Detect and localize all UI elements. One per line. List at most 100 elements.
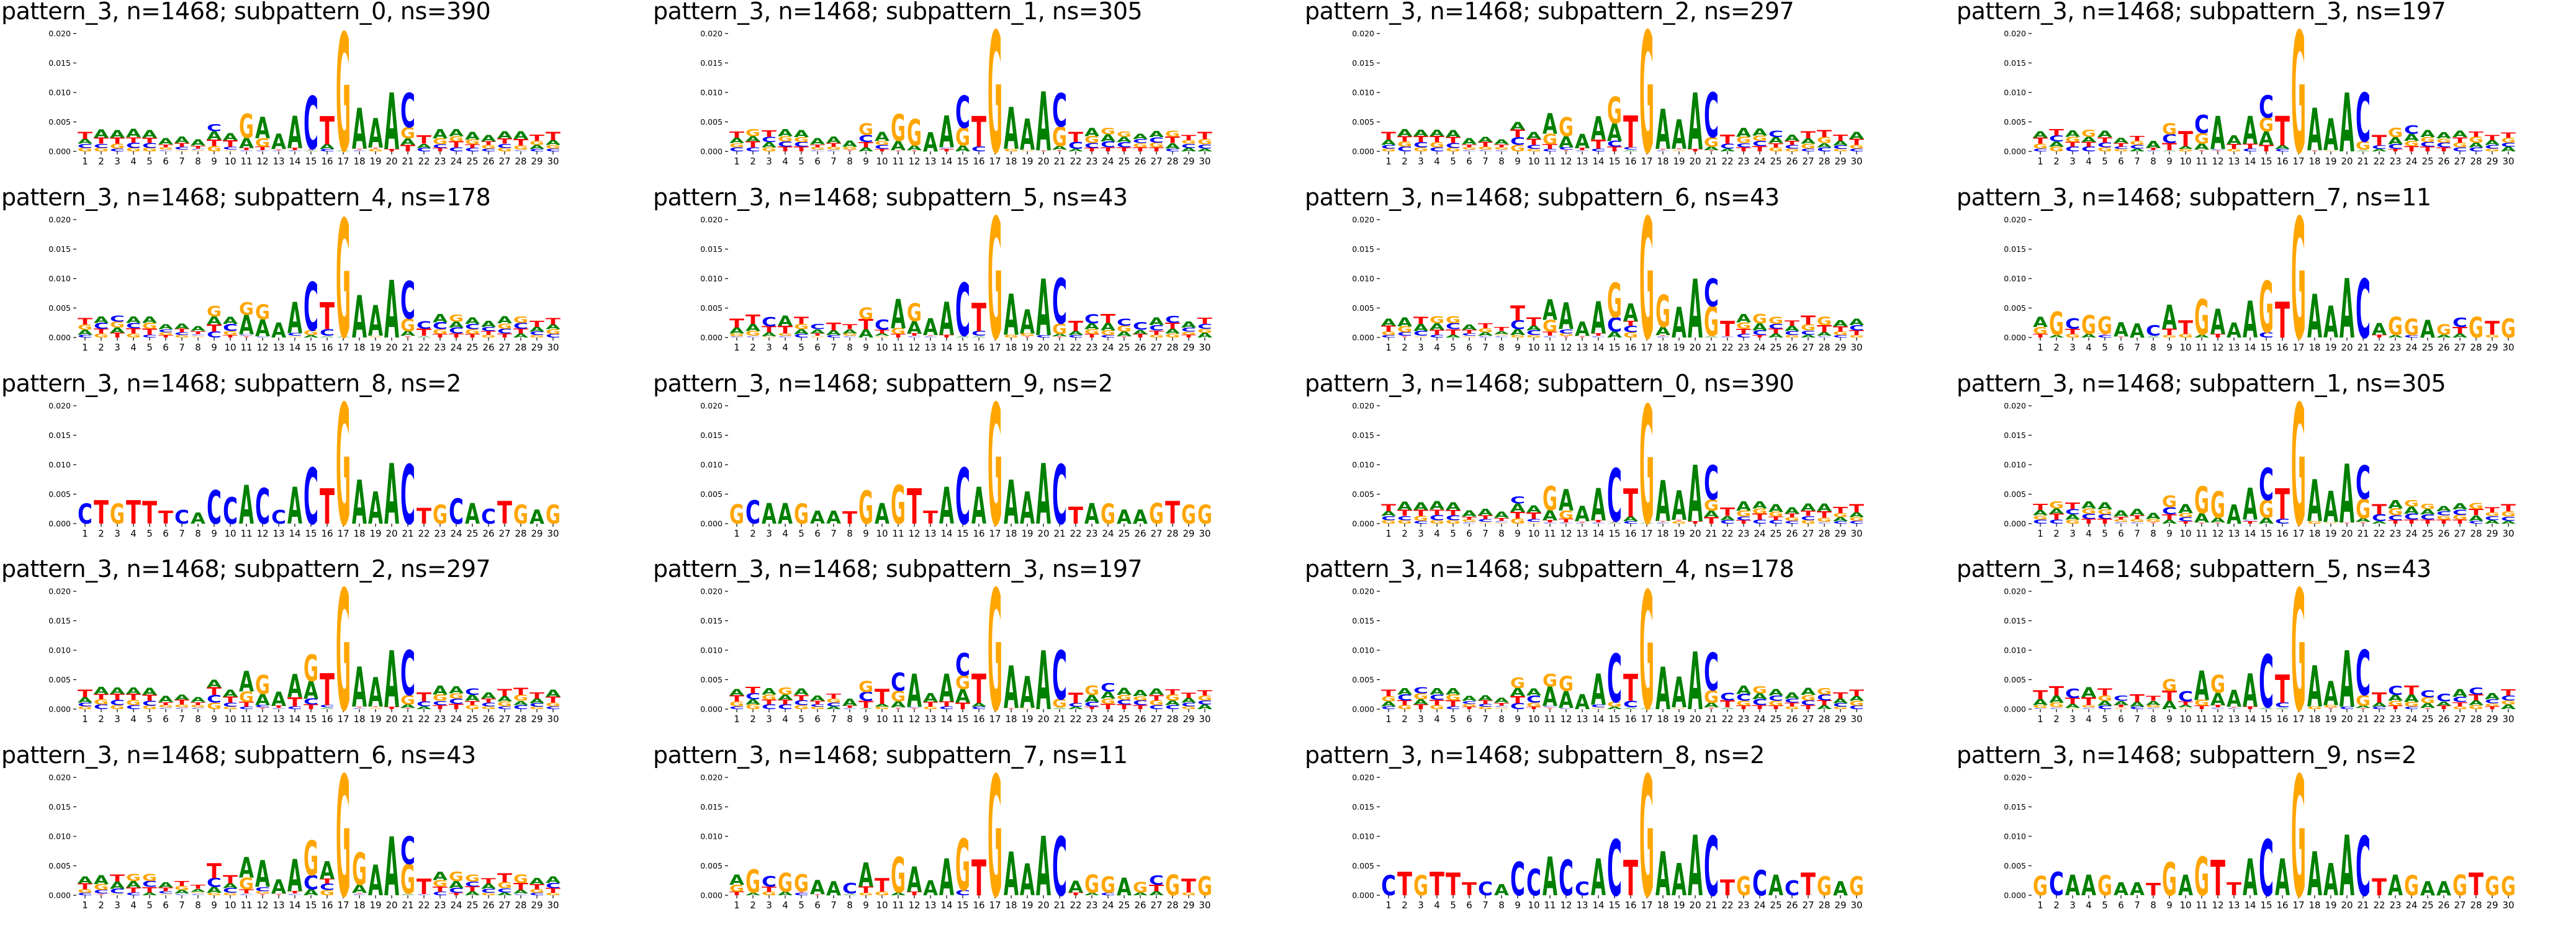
logo-letter-A: A [2130, 320, 2145, 342]
xtick-label: 29 [531, 713, 543, 725]
logo-letter-G: G [2194, 479, 2209, 522]
xtick-label: 10 [876, 156, 888, 167]
logo-letter-C: C [304, 697, 318, 706]
logo-letter-T: T [417, 691, 432, 705]
logo-letter-T: T [2372, 334, 2387, 338]
xtick-label: 30 [1850, 156, 1862, 167]
xtick-label: 11 [1544, 342, 1556, 353]
xtick-label: 9 [2166, 528, 2173, 539]
logo-letter-T: T [762, 128, 777, 139]
logo-letter-A: A [1494, 697, 1509, 705]
logo-letter-A: A [1542, 508, 1557, 524]
logo-letter-G: G [142, 321, 157, 331]
logo-letter-G: G [546, 144, 561, 150]
panel-title: pattern_3, n=1468; subpattern_4, ns=178 [1305, 555, 1795, 583]
logo-letter-A: A [481, 882, 497, 891]
logo-letter-A: A [2227, 133, 2241, 148]
xtick-label: 3 [766, 342, 772, 353]
logo-letter-C: C [1101, 681, 1115, 694]
xtick-label: 27 [498, 156, 510, 167]
logo-letter-G: G [1197, 328, 1212, 334]
logo-letter-T: T [110, 873, 125, 884]
logo-letter-A: A [1607, 522, 1622, 524]
logo-letter-A: A [2243, 292, 2258, 350]
logo-letter-A: A [875, 498, 889, 531]
logo-letter-A: A [126, 315, 141, 325]
logo-letter-C: C [2243, 519, 2258, 522]
logo-letter-G: G [1101, 329, 1115, 337]
logo-letter-G: G [1413, 146, 1428, 153]
logo-letter-G: G [223, 149, 238, 151]
xtick-label: 5 [146, 713, 153, 725]
logo-letter-A: A [1510, 120, 1526, 132]
logo-letter-T: T [239, 888, 254, 895]
logo-letter-A: A [142, 315, 157, 325]
xtick-label: 6 [2118, 900, 2124, 911]
xtick-label: 21 [1705, 342, 1717, 353]
logo-letter-A: A [1036, 447, 1051, 543]
logo-letter-T: T [923, 701, 938, 709]
logo-letter-C: C [1117, 699, 1132, 706]
panel-title: pattern_3, n=1468; subpattern_7, ns=11 [653, 741, 1128, 769]
logo-letter-G: G [2291, 184, 2306, 377]
logo-letter-T: T [2194, 522, 2209, 524]
logo-letter-T: T [2404, 683, 2420, 697]
logo-letter-G: G [529, 888, 544, 894]
logo-letter-A: A [126, 127, 141, 140]
logo-letter-G: G [2033, 325, 2048, 337]
xtick-label: 1 [1385, 528, 1392, 539]
logo-letter-A: A [2340, 636, 2354, 725]
logo-letter-T: T [2452, 519, 2468, 525]
logo-letter-C: C [223, 323, 238, 334]
xtick-label: 2 [98, 156, 104, 167]
xtick-label: 1 [1385, 900, 1392, 911]
logo-letter-G: G [2162, 334, 2177, 338]
logo-letter-G: G [2485, 334, 2500, 339]
logo-letter-A: A [2501, 520, 2516, 525]
logo-letter-A: A [368, 483, 383, 535]
xtick-label: 1 [734, 156, 740, 167]
logo-letter-G: G [2469, 135, 2484, 145]
logo-letter-G: G [1639, 0, 1654, 190]
logo-letter-A: A [223, 315, 238, 326]
logo-letter-G: G [2291, 370, 2306, 563]
logo-letter-C: C [2065, 315, 2080, 332]
xtick-label: 6 [1466, 713, 1472, 725]
logo-letter-C: C [2420, 141, 2435, 148]
xtick-label: 3 [766, 713, 772, 725]
logo-letter-C: C [2194, 110, 2209, 139]
logo-letter-C: C [2210, 149, 2225, 151]
logo-letter-A: A [1068, 330, 1083, 336]
logo-letter-C: C [1526, 518, 1541, 523]
logo-letter-G: G [1430, 141, 1444, 150]
logo-letter-G: G [2436, 321, 2451, 338]
logo-letter-T: T [174, 699, 189, 706]
logo-letter-C: C [546, 148, 561, 153]
logo-letter-A: A [1575, 130, 1590, 153]
logo-letter-T: T [2033, 136, 2048, 146]
logo-letter-C: C [762, 135, 777, 144]
logo-letter-G: G [2291, 0, 2306, 190]
logo-letter-A: A [2323, 676, 2338, 713]
xtick-label: 18 [2308, 342, 2320, 353]
logo-letter-C: C [433, 143, 448, 149]
logo-letter-T: T [1165, 688, 1180, 696]
xtick-label: 15 [305, 713, 317, 725]
logo-letter-C: C [352, 894, 367, 896]
logo-letter-C: C [2114, 521, 2128, 524]
logo-letter-A: A [1639, 708, 1654, 710]
logo-letter-G: G [2178, 707, 2193, 709]
logo-letter-T: T [2097, 333, 2112, 336]
logo-letter-G: G [1381, 519, 1396, 525]
logo-letter-G: G [1413, 515, 1428, 522]
logo-letter-G: G [1510, 144, 1525, 154]
logo-letter-G: G [1736, 700, 1751, 707]
logo-letter-G: G [1542, 316, 1557, 336]
logo-letter-A: A [239, 475, 254, 537]
xtick-label: 14 [2244, 528, 2256, 539]
logo-letter-T: T [1101, 703, 1115, 711]
xtick-label: 10 [876, 342, 888, 353]
logo-letter-A: A [1446, 128, 1461, 140]
logo-letter-T: T [2178, 700, 2194, 706]
logo-letter-A: A [2097, 501, 2112, 512]
